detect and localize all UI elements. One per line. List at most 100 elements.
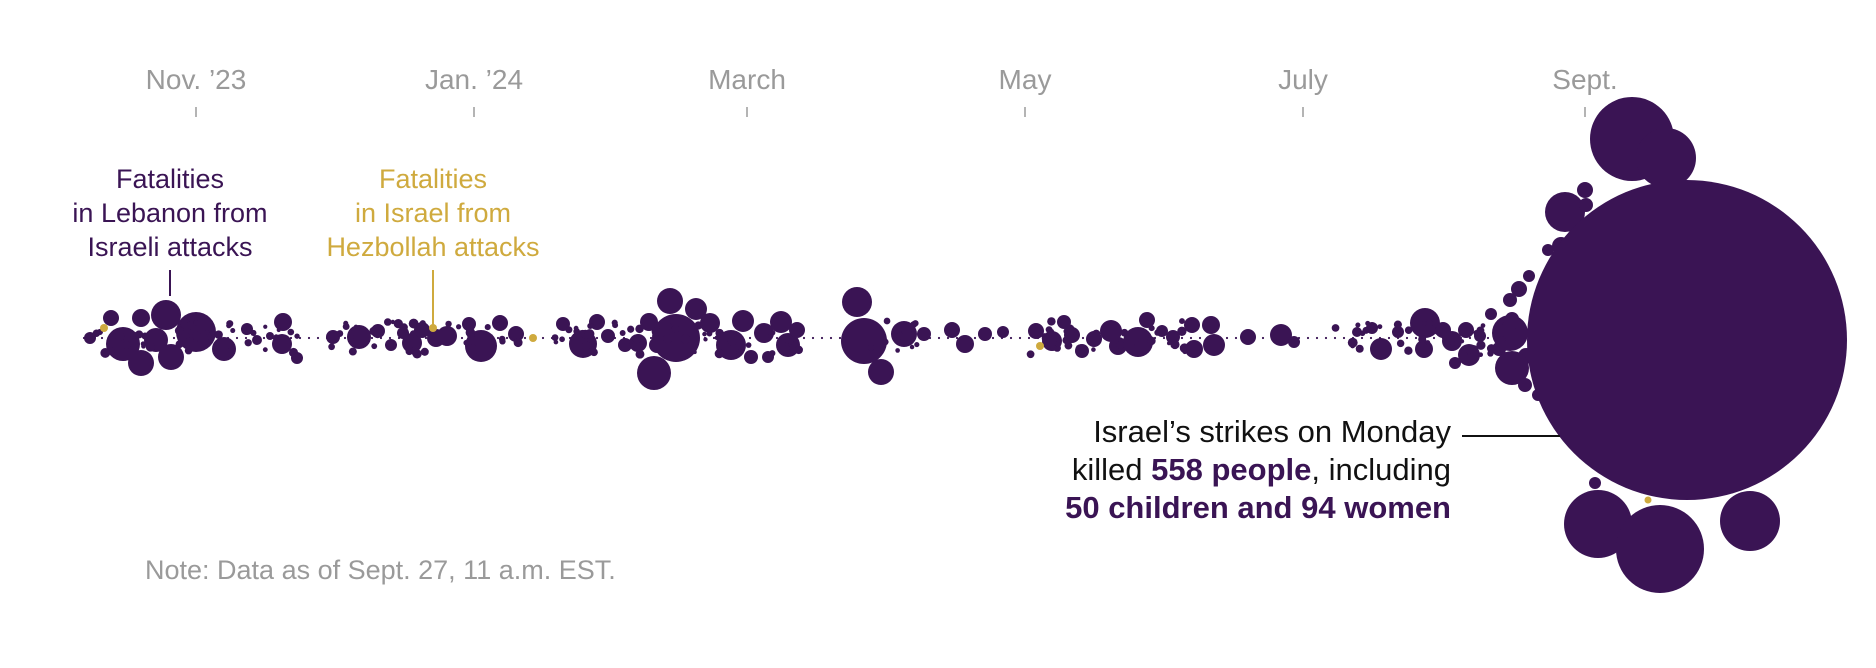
lebanon-event-bubble [732, 310, 754, 332]
annotation-deaths: 558 people [1151, 452, 1311, 487]
israel-event-dot [529, 334, 537, 342]
x-axis: Nov. ’23 Jan. ’24 March May July Sept. [146, 64, 1618, 117]
event-dot-tiny [298, 336, 302, 340]
lebanon-event-dot [580, 329, 585, 335]
lebanon-event-bubble [274, 313, 292, 331]
lebanon-event-bubble [842, 287, 872, 317]
lebanon-event-dot [1514, 327, 1520, 333]
lebanon-event-dot [1473, 330, 1480, 336]
lebanon-event-bubble [1270, 324, 1292, 346]
lebanon-event-bubble [618, 338, 632, 352]
lebanon-event-dot [141, 343, 146, 349]
event-dot-tiny [1027, 336, 1031, 340]
lebanon-event-dot [651, 327, 661, 337]
lebanon-event-bubble [868, 359, 894, 385]
event-dot-tiny [235, 336, 239, 340]
lebanon-event-bubble [212, 337, 236, 361]
lebanon-event-bubble [347, 325, 371, 349]
lebanon-event-dot [551, 334, 559, 341]
lebanon-event-dot [607, 332, 612, 337]
lebanon-event-dot [175, 340, 184, 349]
israel-event-dot [1036, 342, 1044, 350]
event-dot-tiny [1081, 336, 1085, 340]
lebanon-event-dot [1393, 320, 1402, 329]
lebanon-event-dot [1331, 324, 1340, 332]
legend-israel-line: in Israel from [355, 198, 511, 228]
lebanon-event-dot [262, 347, 268, 353]
event-dot-tiny [388, 336, 392, 340]
lebanon-event-bubble [640, 313, 658, 331]
lebanon-event-dot [785, 338, 790, 344]
event-dot-tiny [460, 336, 464, 340]
lebanon-event-dot [628, 339, 634, 345]
lebanon-event-dot [1147, 336, 1156, 346]
lebanon-event-dot [353, 324, 358, 329]
lebanon-event-dot [1187, 319, 1192, 324]
lebanon-event-dot [1026, 350, 1035, 359]
lebanon-event-bubble [1577, 182, 1593, 198]
lebanon-event-dot [591, 316, 601, 326]
lebanon-event-bubble [414, 322, 430, 338]
lebanon-event-dot [515, 340, 521, 346]
lebanon-event-dot [408, 318, 419, 329]
lebanon-event-dot [1134, 342, 1139, 347]
lebanon-event-dot [204, 329, 210, 335]
lebanon-event-bubble [1203, 334, 1225, 356]
lebanon-event-dot [276, 327, 281, 333]
lebanon-event-dot [141, 332, 149, 340]
event-dot-tiny [802, 336, 806, 340]
lebanon-event-dot [1486, 344, 1496, 353]
lebanon-event-dot [719, 343, 725, 348]
lebanon-event-dot [912, 320, 919, 327]
lebanon-event-bubble [132, 309, 150, 327]
lebanon-event-bubble [776, 333, 800, 357]
lebanon-event-dot [145, 342, 155, 352]
lebanon-event-bubble [1579, 198, 1593, 212]
lebanon-event-bubble [956, 335, 974, 353]
x-tick-label: Sept. [1552, 64, 1617, 95]
israel-event-dot [100, 324, 108, 332]
lebanon-event-dot [883, 317, 891, 325]
event-dot-tiny [973, 336, 977, 340]
lebanon-event-dot [108, 318, 116, 326]
lebanon-event-dot [769, 350, 776, 357]
lebanon-event-dot [135, 330, 144, 339]
event-dot-tiny [1315, 336, 1319, 340]
lebanon-event-dot [1469, 347, 1479, 356]
lebanon-event-bubble [1636, 128, 1696, 188]
lebanon-event-bubble [1589, 477, 1601, 489]
lebanon-event-dot [764, 333, 769, 339]
event-dot-tiny [991, 336, 995, 340]
lebanon-event-dot [192, 331, 202, 341]
lebanon-event-bubble [266, 332, 274, 340]
lebanon-event-dot [1425, 340, 1431, 345]
lebanon-event-dot [1091, 347, 1096, 352]
lebanon-event-bubble [1545, 192, 1585, 232]
lebanon-event-dot [1042, 335, 1047, 340]
lebanon-event-bubble [1523, 270, 1535, 282]
lebanon-event-dot [1502, 321, 1508, 327]
lebanon-event-dot [612, 322, 619, 329]
lebanon-event-dot [1138, 335, 1148, 345]
event-dot-tiny [1198, 336, 1202, 340]
lebanon-event-bubble [1511, 281, 1527, 297]
lebanon-event-dot [911, 329, 916, 334]
lebanon-event-dot [680, 334, 691, 344]
lebanon-event-dot [1047, 328, 1055, 336]
lebanon-event-dot [574, 330, 580, 336]
x-tick-label: May [999, 64, 1052, 95]
lebanon-event-bubble [637, 356, 671, 390]
lebanon-event-dot [371, 343, 378, 350]
event-dot-tiny [1009, 336, 1013, 340]
event-dot-tiny [1234, 336, 1238, 340]
lebanon-event-bubble [685, 298, 707, 320]
lebanon-event-dot [565, 326, 573, 334]
lebanon-event-dot [715, 328, 724, 338]
event-dot-tiny [1018, 336, 1022, 340]
lebanon-event-dot [1062, 336, 1071, 345]
israel-event-dot [429, 324, 437, 332]
lebanon-event-bubble [252, 335, 262, 345]
event-dot-tiny [1342, 336, 1346, 340]
lebanon-event-dot [1480, 323, 1486, 328]
legend-israel: Fatalities in Israel from Hezbollah atta… [326, 164, 540, 326]
